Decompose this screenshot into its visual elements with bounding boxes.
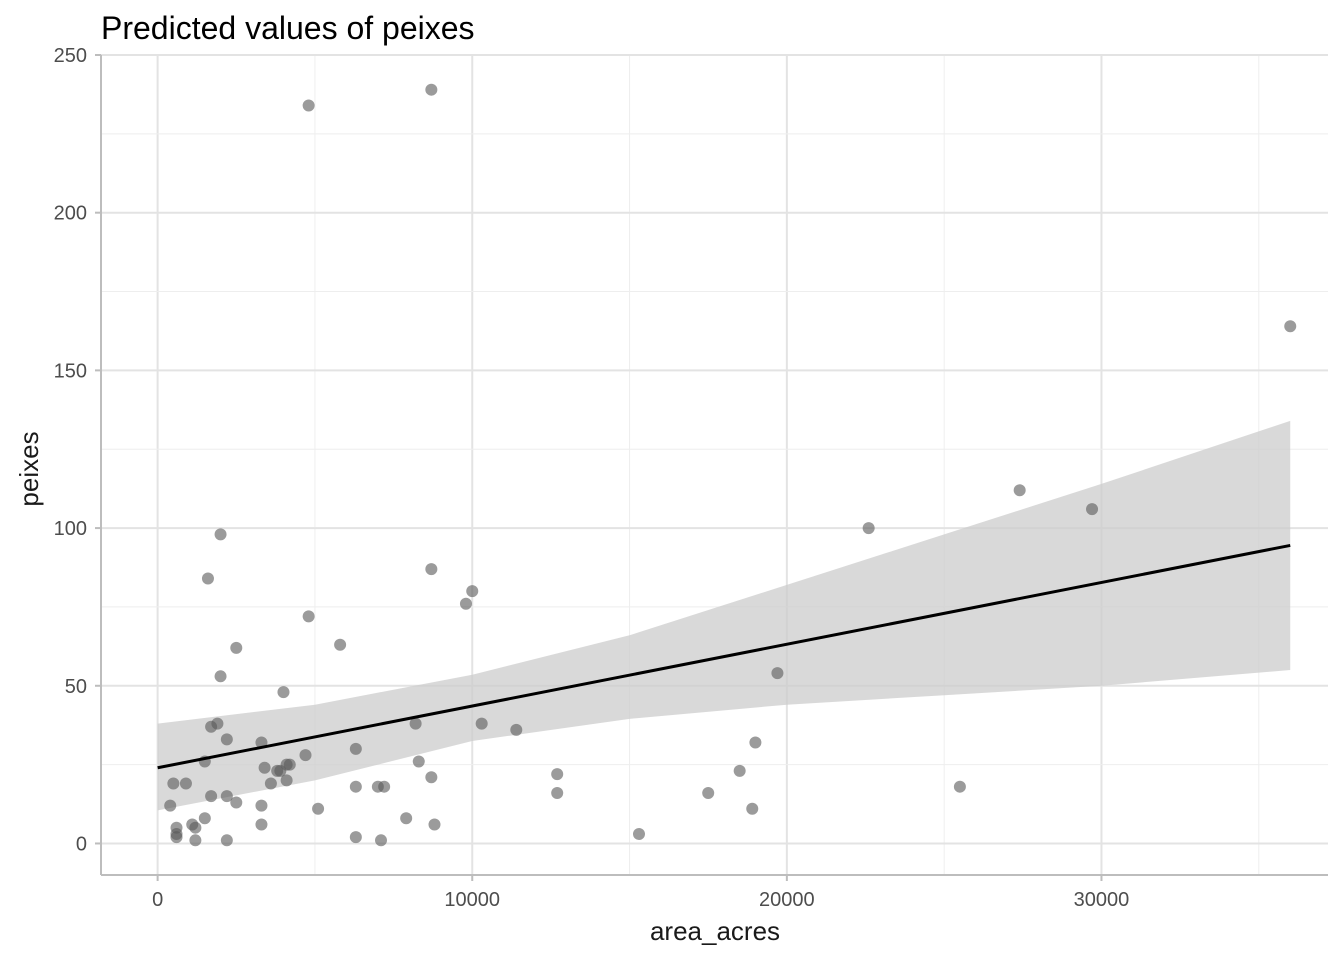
data-point xyxy=(211,717,224,730)
confidence-band xyxy=(157,420,1291,811)
data-point xyxy=(299,749,312,762)
data-point xyxy=(400,812,413,825)
data-point xyxy=(412,755,425,768)
y-tick-label: 250 xyxy=(54,45,87,67)
x-tick-label: 0 xyxy=(152,889,163,911)
data-point xyxy=(283,758,296,771)
data-point xyxy=(746,802,759,815)
data-point xyxy=(1013,484,1026,497)
y-tick-label: 50 xyxy=(65,676,87,698)
data-point xyxy=(466,585,479,598)
y-tick-label: 200 xyxy=(54,203,87,225)
data-point xyxy=(862,522,875,535)
x-axis-title: area_acres xyxy=(650,916,780,946)
y-tick-label: 0 xyxy=(76,833,87,855)
data-point xyxy=(953,780,966,793)
data-point xyxy=(510,723,523,736)
data-point xyxy=(205,790,218,803)
y-tick-label: 100 xyxy=(54,518,87,540)
data-point xyxy=(428,818,441,831)
data-point xyxy=(349,780,362,793)
data-point xyxy=(425,83,438,96)
data-point xyxy=(349,831,362,844)
y-axis-title: peixes xyxy=(14,431,44,506)
data-point xyxy=(230,641,243,654)
x-tick-label: 10000 xyxy=(444,889,500,911)
data-point xyxy=(170,831,183,844)
data-point xyxy=(459,597,472,610)
data-point xyxy=(214,528,227,541)
data-point xyxy=(220,834,233,847)
data-point xyxy=(198,812,211,825)
data-point xyxy=(302,610,315,623)
data-point xyxy=(378,780,391,793)
data-point xyxy=(220,733,233,746)
x-tick-label: 30000 xyxy=(1074,889,1130,911)
data-point xyxy=(632,828,645,840)
data-point xyxy=(702,787,715,799)
data-point xyxy=(425,563,438,576)
data-point xyxy=(349,742,362,755)
data-point xyxy=(302,99,315,112)
data-point xyxy=(189,821,202,834)
data-point xyxy=(1086,503,1099,516)
data-point xyxy=(220,790,233,803)
data-point xyxy=(312,802,325,815)
axes xyxy=(95,54,1328,881)
data-point xyxy=(255,818,268,831)
data-point xyxy=(1284,320,1297,333)
data-point xyxy=(258,761,271,774)
data-points xyxy=(164,83,1297,847)
confidence-band-group xyxy=(157,420,1291,811)
data-point xyxy=(214,670,227,683)
fit-line-group xyxy=(157,543,1291,770)
data-point xyxy=(189,834,202,847)
data-point xyxy=(264,777,277,790)
data-point xyxy=(201,572,214,585)
data-point xyxy=(375,834,388,847)
data-point xyxy=(179,777,192,790)
data-point xyxy=(280,774,293,787)
x-tick-labels: 0 10000 20000 30000 xyxy=(152,889,1129,911)
data-point xyxy=(164,799,177,812)
fit-line xyxy=(157,543,1291,770)
data-point xyxy=(409,717,422,730)
data-point xyxy=(551,768,564,781)
data-point xyxy=(475,717,488,730)
y-tick-labels: 0 50 100 150 200 250 xyxy=(54,45,87,855)
data-point xyxy=(255,799,268,812)
data-point xyxy=(733,764,746,777)
chart-title: Predicted values of peixes xyxy=(101,10,475,46)
data-point xyxy=(167,777,180,790)
x-tick-label: 20000 xyxy=(759,889,815,911)
data-point xyxy=(749,736,762,749)
data-point xyxy=(277,686,290,699)
data-point xyxy=(230,796,243,809)
data-point xyxy=(551,787,564,799)
data-point xyxy=(334,638,347,651)
data-point xyxy=(425,771,438,784)
data-point xyxy=(771,667,784,680)
y-tick-label: 150 xyxy=(54,360,87,382)
